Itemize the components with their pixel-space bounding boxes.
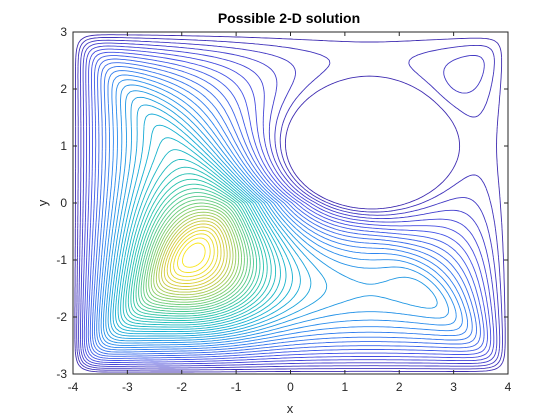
y-axis-ticks: -3 -2 -1 0 1 2 3: [56, 25, 508, 381]
contour-line: [169, 229, 219, 281]
contour-line: [130, 178, 264, 319]
contour-line: [153, 211, 237, 298]
contour-line: [98, 74, 463, 349]
y-axis-label: y: [35, 199, 50, 206]
contour-line: [135, 188, 258, 315]
y-tick-label: 3: [60, 25, 67, 39]
x-tick-label: 3: [450, 380, 457, 394]
contour-line: [163, 223, 225, 287]
y-tick-label: -2: [56, 310, 67, 324]
x-tick-label: 0: [287, 380, 294, 394]
contour-line: [177, 237, 211, 273]
contour-line: [81, 45, 495, 365]
contour-line: [83, 48, 492, 363]
contour-line: [145, 202, 245, 306]
contour-line: [110, 104, 312, 337]
contour-line: [122, 158, 277, 326]
x-axis-label: x: [287, 401, 294, 416]
contour-line: [96, 70, 469, 351]
contour-line: [105, 90, 438, 342]
contour-line: [161, 220, 228, 290]
contour-line: [87, 55, 485, 359]
y-tick-label: -1: [56, 253, 67, 267]
contour-lines: [74, 34, 506, 373]
contour-line: [74, 34, 506, 373]
contour-line: [140, 195, 251, 310]
contour-line: [138, 192, 254, 312]
contour-line: [76, 37, 503, 371]
x-tick-label: -2: [176, 380, 187, 394]
x-tick-label: 1: [342, 380, 349, 394]
contour-line: [173, 233, 215, 278]
contour-line: [85, 51, 488, 361]
contour-line: [117, 137, 287, 330]
contour-line: [181, 242, 206, 268]
contour-line: [155, 214, 234, 296]
contour-line: [102, 84, 449, 344]
y-tick-label: 0: [60, 196, 67, 210]
contour-line: [89, 58, 481, 357]
x-tick-label: -3: [122, 380, 133, 394]
x-tick-label: 4: [505, 380, 512, 394]
x-tick-label: -4: [68, 380, 79, 394]
contour-line: [150, 208, 240, 301]
contour-line: [166, 226, 222, 284]
contour-line: [158, 217, 231, 293]
x-axis-ticks: -4 -3 -2 -1 0 1 2 3 4: [68, 32, 512, 394]
contour-line: [148, 205, 242, 303]
y-tick-label: 1: [60, 139, 67, 153]
contour-line: [115, 124, 293, 333]
x-tick-label: 2: [396, 380, 403, 394]
contour-line: [107, 96, 328, 339]
contour-line: [94, 66, 473, 353]
contour-line: [80, 42, 498, 367]
y-tick-label: 2: [60, 82, 67, 96]
contour-line: [125, 166, 272, 324]
contour-line: [91, 62, 477, 355]
y-tick-label: -3: [56, 367, 67, 381]
contour-line: [112, 113, 301, 335]
contour-line: [100, 79, 457, 346]
contour-line: [78, 39, 501, 369]
contour-line: [127, 173, 268, 321]
contour-line: [120, 149, 281, 328]
contour-line: [133, 183, 261, 317]
x-tick-label: -1: [231, 380, 242, 394]
contour-line: [143, 199, 248, 308]
chart-title: Possible 2-D solution: [218, 10, 360, 26]
